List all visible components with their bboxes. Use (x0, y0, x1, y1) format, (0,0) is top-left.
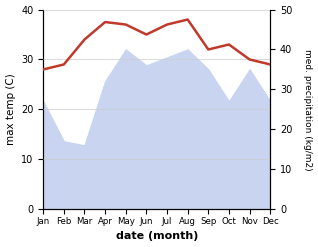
Y-axis label: med. precipitation (kg/m2): med. precipitation (kg/m2) (303, 49, 313, 170)
X-axis label: date (month): date (month) (115, 231, 198, 242)
Y-axis label: max temp (C): max temp (C) (5, 74, 16, 145)
